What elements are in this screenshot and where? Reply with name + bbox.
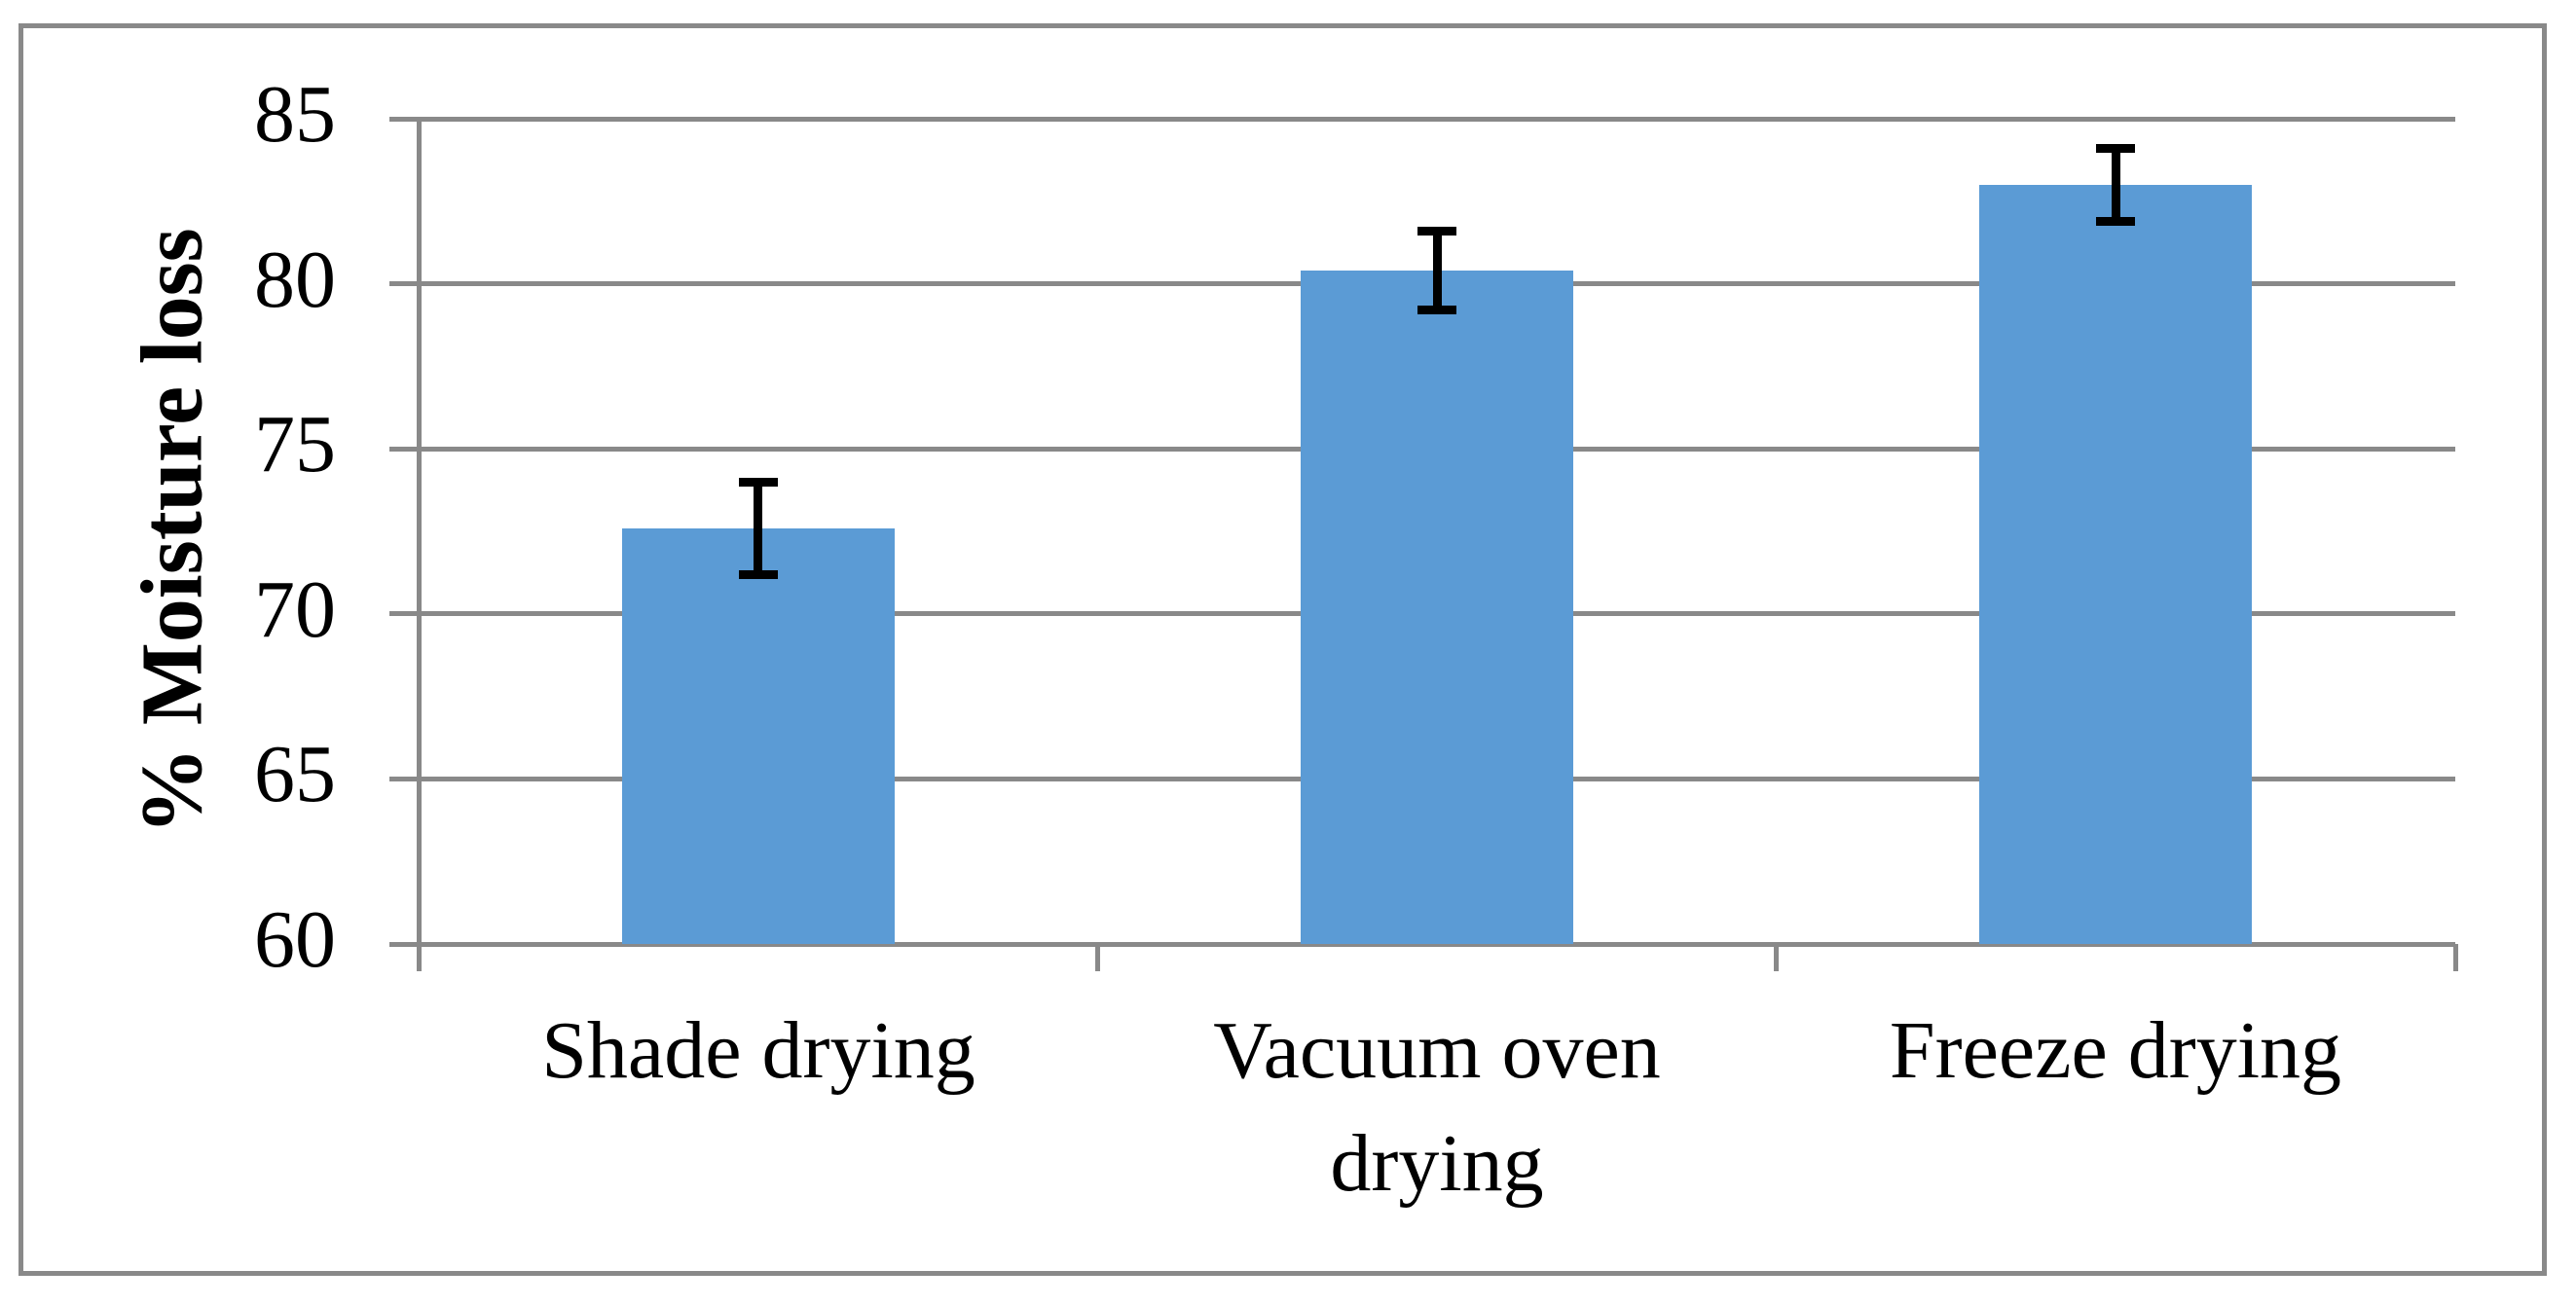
x-axis-tick-0 [417, 944, 422, 971]
y-tick-label-85: 85 [254, 69, 336, 160]
chart-outer-border [18, 23, 2547, 1276]
error-bar-bottom-cap-shade-drying [739, 570, 778, 579]
y-tick-label-80: 80 [254, 235, 336, 325]
error-bar-line-shade-drying [754, 482, 762, 574]
error-bar-top-cap-freeze-drying [2096, 144, 2135, 153]
y-axis-line [417, 119, 422, 944]
x-axis-tick-1 [1095, 944, 1100, 971]
x-category-label-shade-drying: Shade drying [541, 1005, 975, 1096]
gridline-85 [389, 117, 2455, 122]
error-bar-bottom-cap-freeze-drying [2096, 217, 2135, 226]
x-category-label-vacuum-oven-drying: Vacuum oven drying [1213, 1005, 1661, 1209]
x-axis-tick-2 [1774, 944, 1779, 971]
y-axis-title: % Moisture loss [124, 228, 221, 835]
error-bar-bottom-cap-vacuum-oven-drying [1417, 306, 1456, 314]
gridline-60 [389, 942, 2455, 947]
y-tick-label-70: 70 [254, 564, 336, 655]
bar-vacuum-oven-drying [1301, 271, 1573, 944]
bar-freeze-drying [1979, 185, 2252, 944]
bar-shade-drying [622, 528, 895, 944]
y-tick-label-75: 75 [254, 399, 336, 490]
y-tick-label-60: 60 [254, 894, 336, 985]
error-bar-top-cap-shade-drying [739, 478, 778, 487]
x-axis-tick-3 [2453, 944, 2458, 971]
error-bar-line-freeze-drying [2112, 149, 2120, 222]
y-tick-label-65: 65 [254, 729, 336, 819]
error-bar-top-cap-vacuum-oven-drying [1417, 227, 1456, 236]
x-category-label-freeze-drying: Freeze drying [1889, 1005, 2342, 1096]
error-bar-line-vacuum-oven-drying [1433, 231, 1442, 309]
